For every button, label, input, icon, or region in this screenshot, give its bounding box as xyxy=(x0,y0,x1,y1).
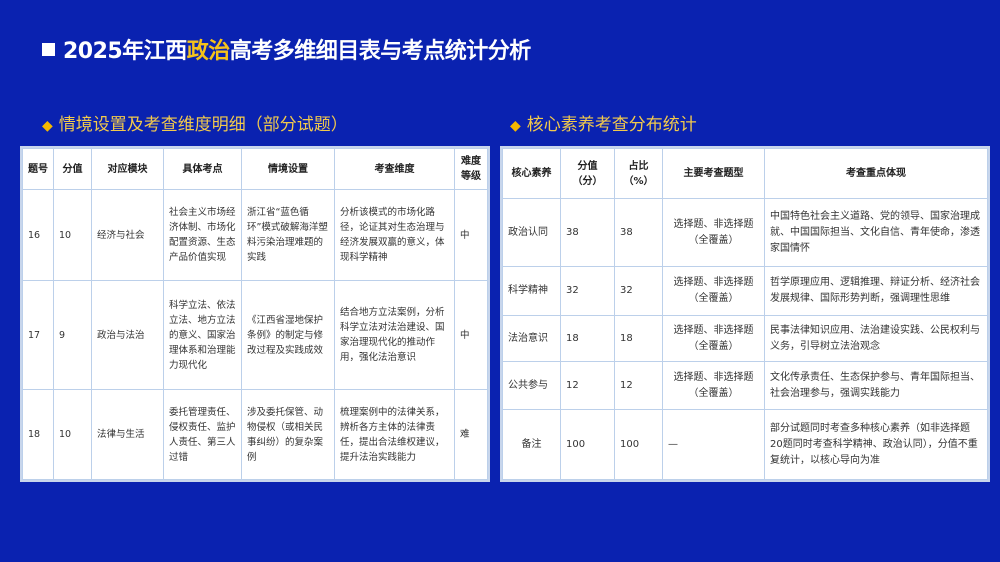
left-section-heading: ◆ 情境设置及考查维度明细（部分试题） xyxy=(42,115,348,135)
table-row: 18 10 法律与生活 委托管理责任、侵权责任、监护人责任、第三人过错 涉及委托保管、动… xyxy=(22,389,488,480)
table-row: 备注 100 100— 部分试题同时考查多种核心素养（如非选择题20题同时考查科学精神… xyxy=(502,409,988,480)
core-literacy-table: 核心素养 分值（分） 占比（%） 主要考查题型 考查重点体现 政治认同 38 38 选择题、非… xyxy=(500,146,990,482)
diamond-bullet-icon: ◆ xyxy=(510,118,521,134)
right-section-heading: ◆ 核心素养考查分布统计 xyxy=(510,115,697,135)
diamond-bullet-icon: ◆ xyxy=(42,118,53,134)
table-row: 科学精神 32 32 选择题、非选择题（全覆盖） 哲学原理应用、逻辑推理、辩证分析、经济… xyxy=(502,266,988,316)
square-bullet-icon xyxy=(42,43,55,56)
table-header-row: 核心素养 分值（分） 占比（%） 主要考查题型 考查重点体现 xyxy=(502,148,988,199)
table-row: 16 10 经济与社会 社会主义市场经济体制、市场化配置资源、生态产品价值实现 浙江省“… xyxy=(22,189,488,281)
table-row: 政治认同 38 38 选择题、非选择题（全覆盖） 中国特色社会主义道路、党的领导、国家治… xyxy=(502,198,988,267)
table-row: 法治意识 18 18 选择题、非选择题（全覆盖） 民事法律知识应用、法治建设实践、公民权… xyxy=(502,315,988,362)
page-title: 2025年江西政治高考多维细目表与考点统计分析 xyxy=(42,33,531,65)
question-detail-table: 题号 分值 对应模块 具体考点 情境设置 考查维度 难度等级 16 10 经济与社会 社会主义市场… xyxy=(20,146,490,482)
table-row: 17 9 政治与法治 科学立法、依法立法、地方立法的意义、国家治理体系和治理能力现代化… xyxy=(22,280,488,390)
table-header-row: 题号 分值 对应模块 具体考点 情境设置 考查维度 难度等级 xyxy=(22,148,488,190)
table-row: 公共参与 12 12 选择题、非选择题（全覆盖） 文化传承责任、生态保护参与、青年国际担… xyxy=(502,361,988,410)
